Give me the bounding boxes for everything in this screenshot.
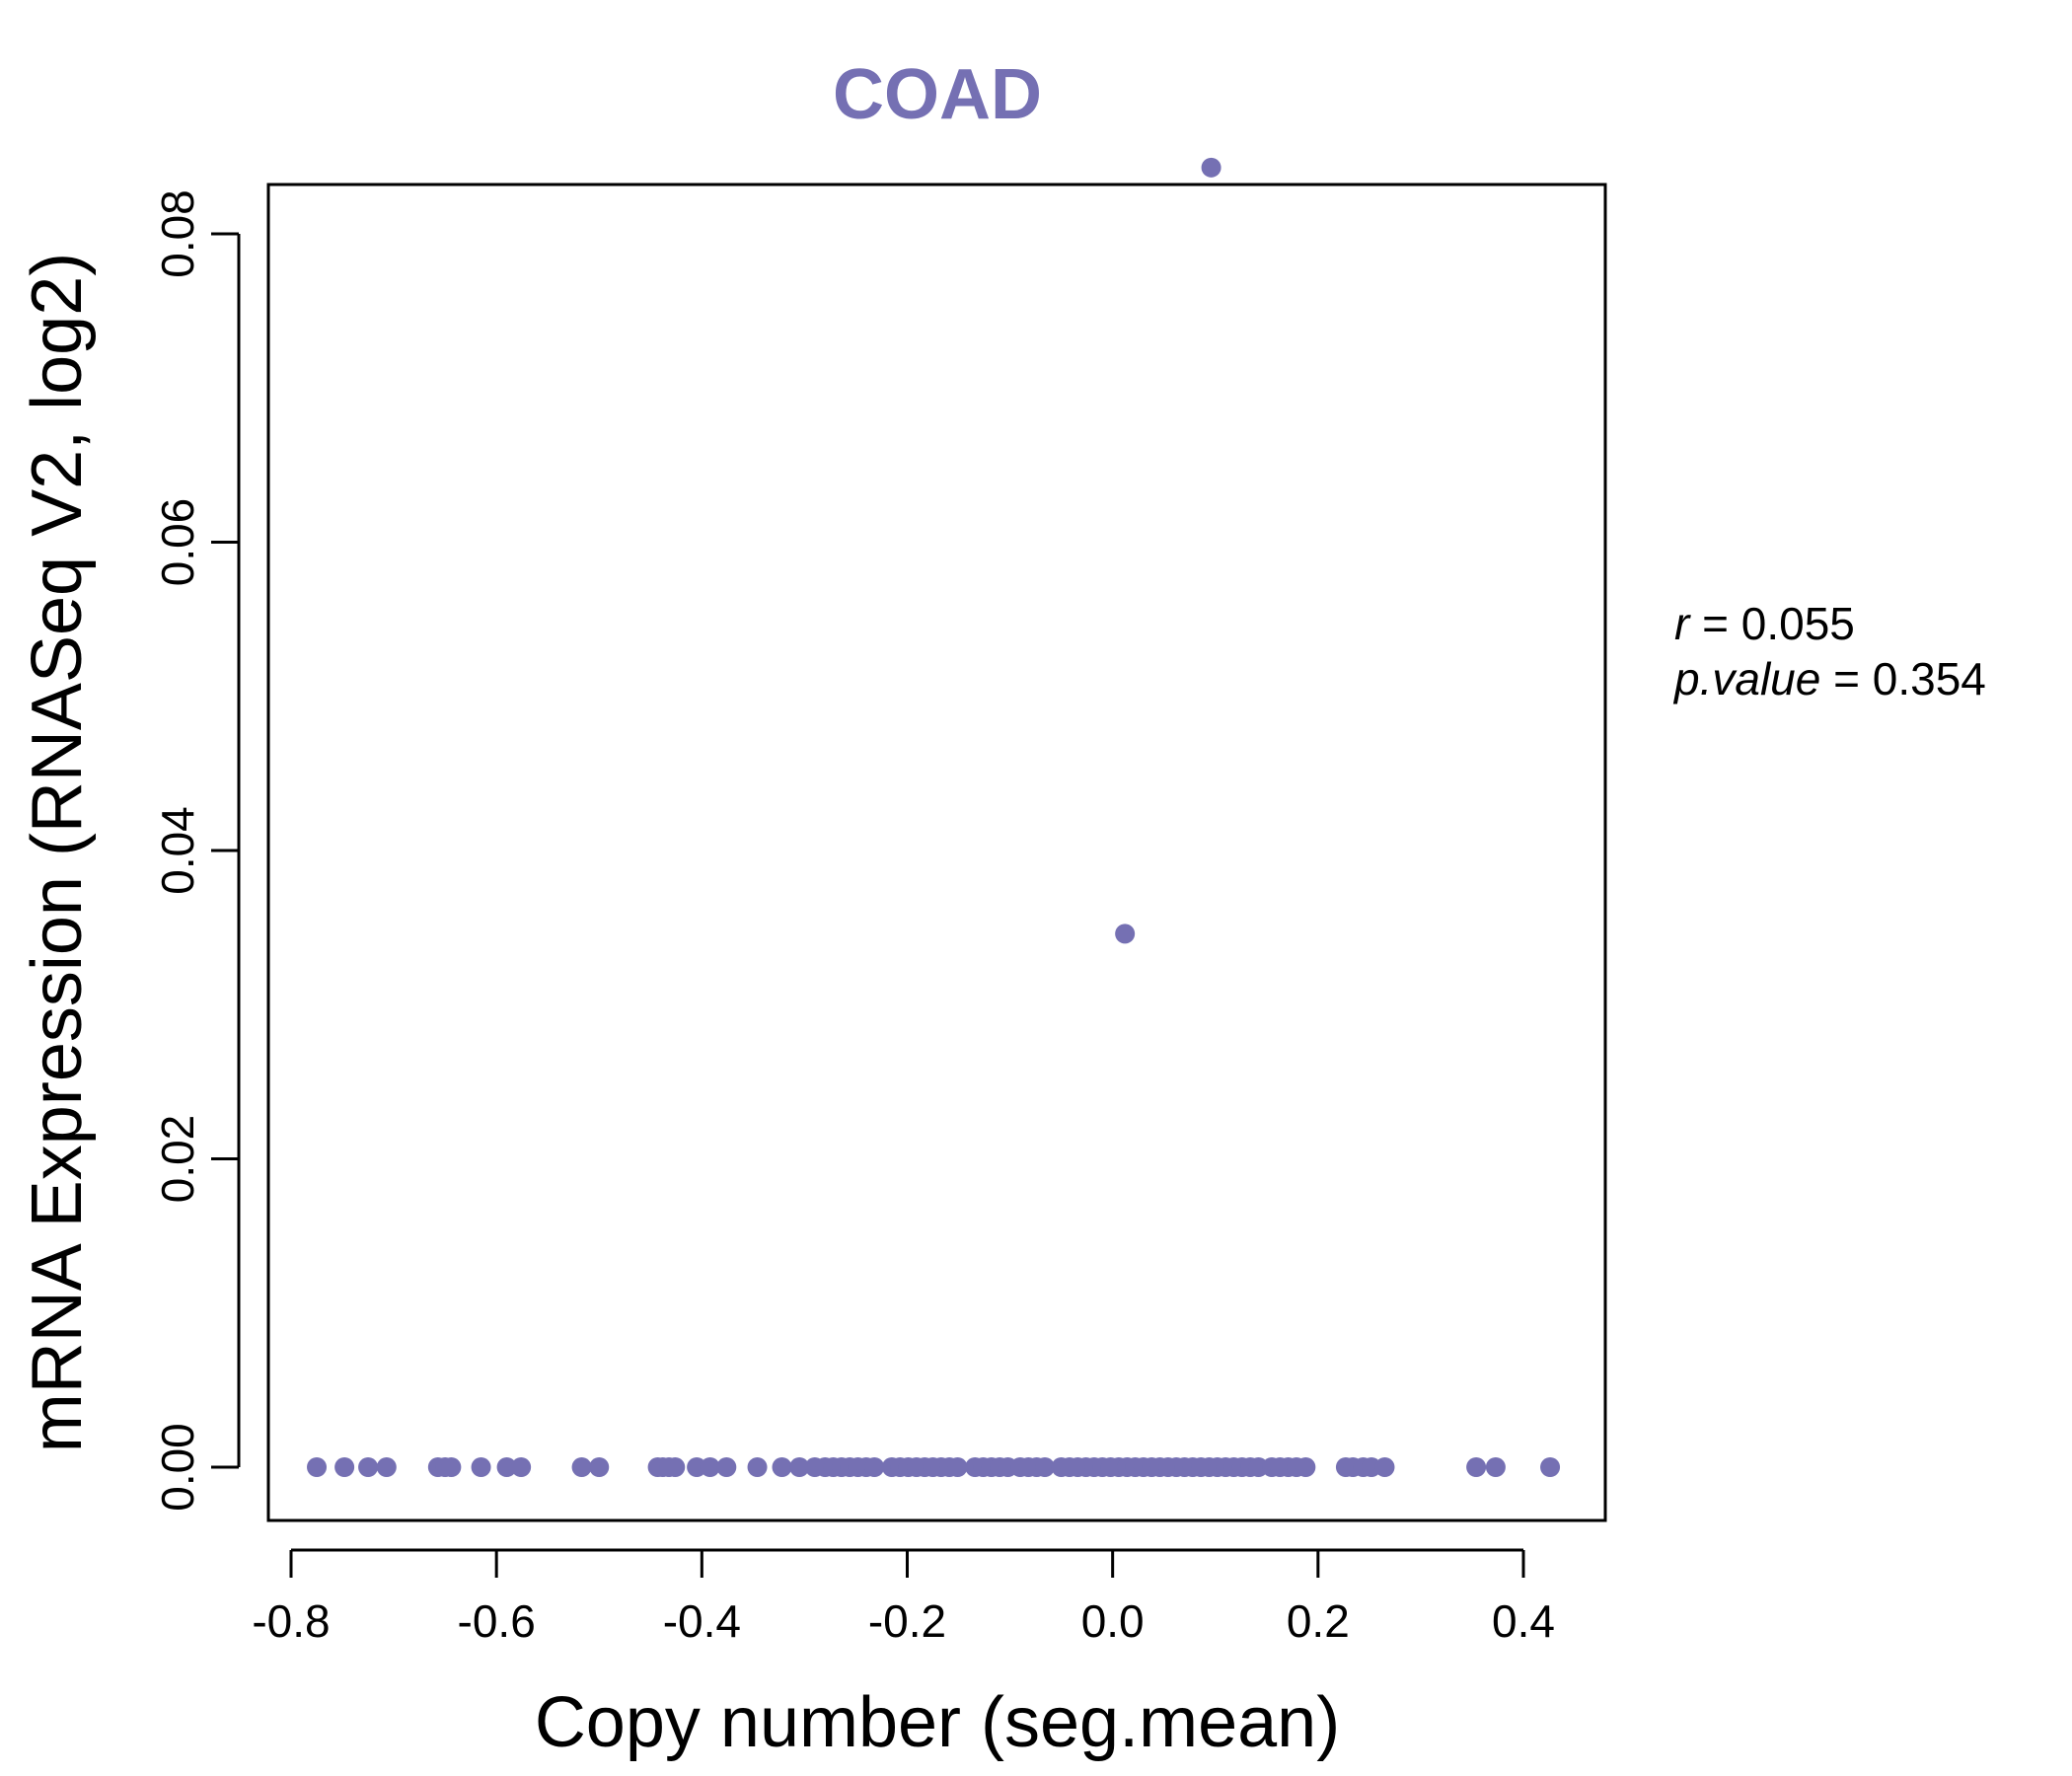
y-tick-label: 0.04: [152, 806, 203, 895]
data-point: [471, 1457, 491, 1477]
plot-frame: [266, 183, 1607, 1522]
data-point: [1295, 1457, 1316, 1477]
data-point: [1485, 1457, 1506, 1477]
data-point: [571, 1457, 592, 1477]
y-tick-label: 0.00: [152, 1423, 203, 1512]
data-point: [716, 1457, 737, 1477]
data-point: [1201, 157, 1221, 178]
stat-r-label: r: [1674, 598, 1691, 649]
data-point: [1374, 1457, 1395, 1477]
stat-r-value: 0.055: [1741, 598, 1855, 649]
data-point: [665, 1457, 686, 1477]
data-points: [307, 157, 1561, 1477]
x-axis-label: Copy number (seg.mean): [535, 1683, 1340, 1762]
data-point: [511, 1457, 532, 1477]
y-axis: 0.00 0.02 0.04 0.06 0.08: [152, 189, 241, 1512]
stat-p-value: 0.354: [1873, 653, 1986, 704]
x-tick-label: 0.0: [1081, 1595, 1145, 1647]
data-point: [700, 1457, 720, 1477]
data-point: [376, 1457, 397, 1477]
data-point: [307, 1457, 328, 1477]
data-point: [947, 1457, 968, 1477]
x-tick-label: 0.4: [1492, 1595, 1555, 1647]
data-point: [358, 1457, 379, 1477]
stat-p: p.value = 0.354: [1672, 653, 1986, 704]
x-tick-label: 0.2: [1287, 1595, 1350, 1647]
data-point: [789, 1457, 810, 1477]
x-tick-label: -0.6: [458, 1595, 536, 1647]
data-point: [747, 1457, 768, 1477]
y-tick-label: 0.02: [152, 1115, 203, 1204]
data-point: [441, 1457, 462, 1477]
stat-p-label: p.value: [1672, 653, 1820, 704]
data-point: [334, 1457, 355, 1477]
data-point: [589, 1457, 610, 1477]
data-point: [1466, 1457, 1487, 1477]
y-tick-label: 0.08: [152, 189, 203, 278]
x-tick-label: -0.2: [868, 1595, 946, 1647]
x-tick-label: -0.8: [252, 1595, 330, 1647]
data-point: [864, 1457, 885, 1477]
data-point: [1540, 1457, 1561, 1477]
y-tick-label: 0.06: [152, 498, 203, 587]
x-axis: -0.8 -0.6 -0.4 -0.2 0.0 0.2 0.4: [252, 1548, 1555, 1647]
stat-r: r = 0.055: [1674, 598, 1855, 649]
data-point: [1034, 1457, 1055, 1477]
data-point: [1115, 924, 1136, 944]
data-point: [496, 1457, 517, 1477]
chart-title: COAD: [833, 55, 1042, 134]
data-point: [772, 1457, 792, 1477]
x-tick-label: -0.4: [663, 1595, 741, 1647]
y-axis-label: mRNA Expression (RNASeq V2, log2): [18, 253, 97, 1452]
